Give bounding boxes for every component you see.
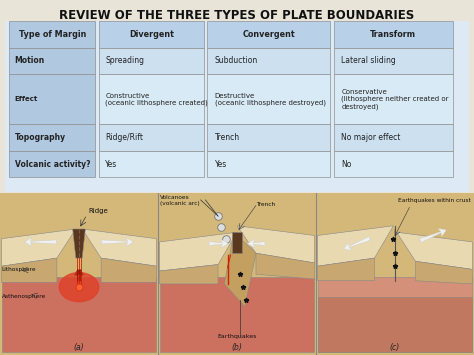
Bar [9,21,95,48]
Bar [9,124,95,151]
Polygon shape [256,253,314,279]
Text: Transform: Transform [370,30,416,39]
Text: Spreading: Spreading [105,56,144,65]
Polygon shape [73,229,85,258]
Bar [99,151,203,177]
Polygon shape [160,278,314,352]
Text: Divergent: Divergent [129,30,174,39]
Polygon shape [1,258,57,282]
Text: Lateral sliding: Lateral sliding [341,56,396,65]
Polygon shape [318,258,374,281]
Polygon shape [1,229,76,266]
Bar [9,48,95,74]
Polygon shape [318,278,473,352]
Bar [334,48,453,74]
Bar [99,74,203,124]
Bar [99,48,203,74]
Bar [334,21,453,48]
Text: Convergent: Convergent [243,30,295,39]
Polygon shape [82,229,156,266]
Text: Yes: Yes [215,159,227,169]
Bar [0,193,158,355]
Text: (a): (a) [73,343,84,352]
Bar [9,74,95,124]
Bar [207,21,330,48]
Bar [207,48,330,74]
Text: Subduction: Subduction [215,56,258,65]
Text: Type of Margin: Type of Margin [18,30,86,39]
Ellipse shape [59,273,99,302]
Text: Asthenosphere: Asthenosphere [1,294,46,299]
Polygon shape [160,232,237,271]
Text: (c): (c) [390,343,400,352]
Text: Trench: Trench [256,202,275,207]
Text: Destructive
(oceanic lithosphere destroyed): Destructive (oceanic lithosphere destroy… [215,93,326,106]
Text: No major effect: No major effect [341,133,401,142]
Polygon shape [101,258,156,282]
Text: Topography: Topography [15,133,66,142]
Polygon shape [232,232,242,253]
Bar [334,124,453,151]
Text: No: No [341,159,352,169]
Polygon shape [1,278,156,352]
Text: Volcanic activity?: Volcanic activity? [15,159,90,169]
Bar [158,193,316,355]
Text: Earthquakes: Earthquakes [217,334,257,339]
Text: Trench: Trench [215,133,240,142]
Bar [9,151,95,177]
Polygon shape [160,264,218,284]
Bar [207,74,330,124]
Bar [207,124,330,151]
Polygon shape [416,261,473,284]
Text: Ridge/Rift: Ridge/Rift [105,133,143,142]
Text: (b): (b) [232,343,242,352]
Text: Conservative
(lithosphere neither created or
destroyed): Conservative (lithosphere neither create… [341,89,449,110]
Bar [99,124,203,151]
Text: Volcanoes
(volcanic arc): Volcanoes (volcanic arc) [160,195,200,206]
Text: Motion: Motion [15,56,45,65]
Text: Effect: Effect [15,96,38,102]
Text: REVIEW OF THE THREE TYPES OF PLATE BOUNDARIES: REVIEW OF THE THREE TYPES OF PLATE BOUND… [59,9,415,22]
Text: Earthquakes within crust: Earthquakes within crust [398,198,471,203]
Polygon shape [318,297,473,352]
Polygon shape [224,232,256,306]
Text: Lithosphere: Lithosphere [1,267,36,272]
Text: Ridge: Ridge [89,208,108,214]
Bar [207,151,330,177]
Polygon shape [237,226,314,263]
Polygon shape [318,226,393,266]
Bar [99,21,203,48]
Text: Yes: Yes [105,159,118,169]
Polygon shape [397,232,473,269]
Bar [334,74,453,124]
Bar [334,151,453,177]
Text: Constructive
(oceanic lithosphere created): Constructive (oceanic lithosphere create… [105,93,208,106]
Bar [316,193,474,355]
